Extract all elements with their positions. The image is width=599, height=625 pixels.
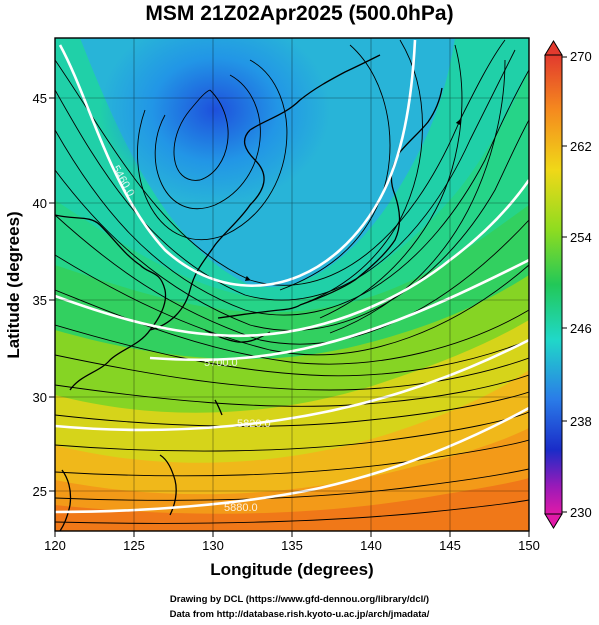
contour-label-5820: 5820.0 bbox=[237, 418, 271, 430]
colorbar-tick-label: 254 bbox=[570, 230, 592, 245]
colorbar-tick-label: 270 bbox=[570, 49, 592, 64]
x-tick-label: 120 bbox=[44, 538, 66, 553]
contour-5880 bbox=[55, 406, 529, 514]
colorbar-tick-label: 238 bbox=[570, 414, 592, 429]
y-tick-label: 25 bbox=[33, 484, 47, 499]
contour-label-5700: 5700.0 bbox=[204, 357, 238, 369]
x-tick-label: 135 bbox=[281, 538, 303, 553]
colorbar: 270 262 254 246 238 230 bbox=[544, 40, 592, 529]
colorbar-min-triangle bbox=[544, 513, 563, 529]
x-tick-label: 125 bbox=[123, 538, 145, 553]
colorbar-max-triangle bbox=[544, 40, 563, 56]
x-axis-label: Longitude (degrees) bbox=[210, 560, 373, 579]
credit-data: Data from http://database.rish.kyoto-u.a… bbox=[169, 609, 430, 620]
contour-label-5880: 5880.0 bbox=[224, 502, 258, 514]
colorbar-gradient bbox=[544, 54, 563, 515]
x-tick-label: 130 bbox=[202, 538, 224, 553]
contour-5700 bbox=[149, 258, 529, 362]
y-tick-label: 40 bbox=[33, 196, 47, 211]
contour-5580 bbox=[55, 179, 529, 338]
colorbar-tick-label: 262 bbox=[570, 139, 592, 154]
x-tick-labels: 120 125 130 135 140 145 150 bbox=[44, 538, 540, 553]
x-tick-label: 150 bbox=[518, 538, 540, 553]
map-title: MSM 21Z02Apr2025 (500.0hPa) bbox=[145, 2, 454, 25]
coastlines bbox=[55, 54, 443, 531]
x-tick-label: 145 bbox=[439, 538, 461, 553]
y-tick-labels: 25 30 35 40 45 bbox=[33, 91, 47, 499]
y-tick-label: 30 bbox=[33, 390, 47, 405]
colorbar-tick-label: 230 bbox=[570, 505, 592, 520]
y-tick-marks bbox=[49, 97, 55, 492]
x-tick-label: 140 bbox=[360, 538, 382, 553]
y-tick-label: 45 bbox=[33, 91, 47, 106]
y-tick-label: 35 bbox=[33, 293, 47, 308]
y-axis-label: Latitude (degrees) bbox=[4, 211, 23, 358]
streamlines bbox=[55, 39, 529, 524]
contour-5460 bbox=[58, 39, 417, 287]
lat-lon-grid bbox=[55, 38, 529, 531]
colorbar-tick-label: 246 bbox=[570, 321, 592, 336]
x-tick-marks bbox=[54, 531, 530, 537]
contour-labels: 5460.0 5700.0 5820.0 5880.0 bbox=[109, 164, 270, 515]
credit-drawing: Drawing by DCL (https://www.gfd-dennou.o… bbox=[169, 594, 430, 605]
